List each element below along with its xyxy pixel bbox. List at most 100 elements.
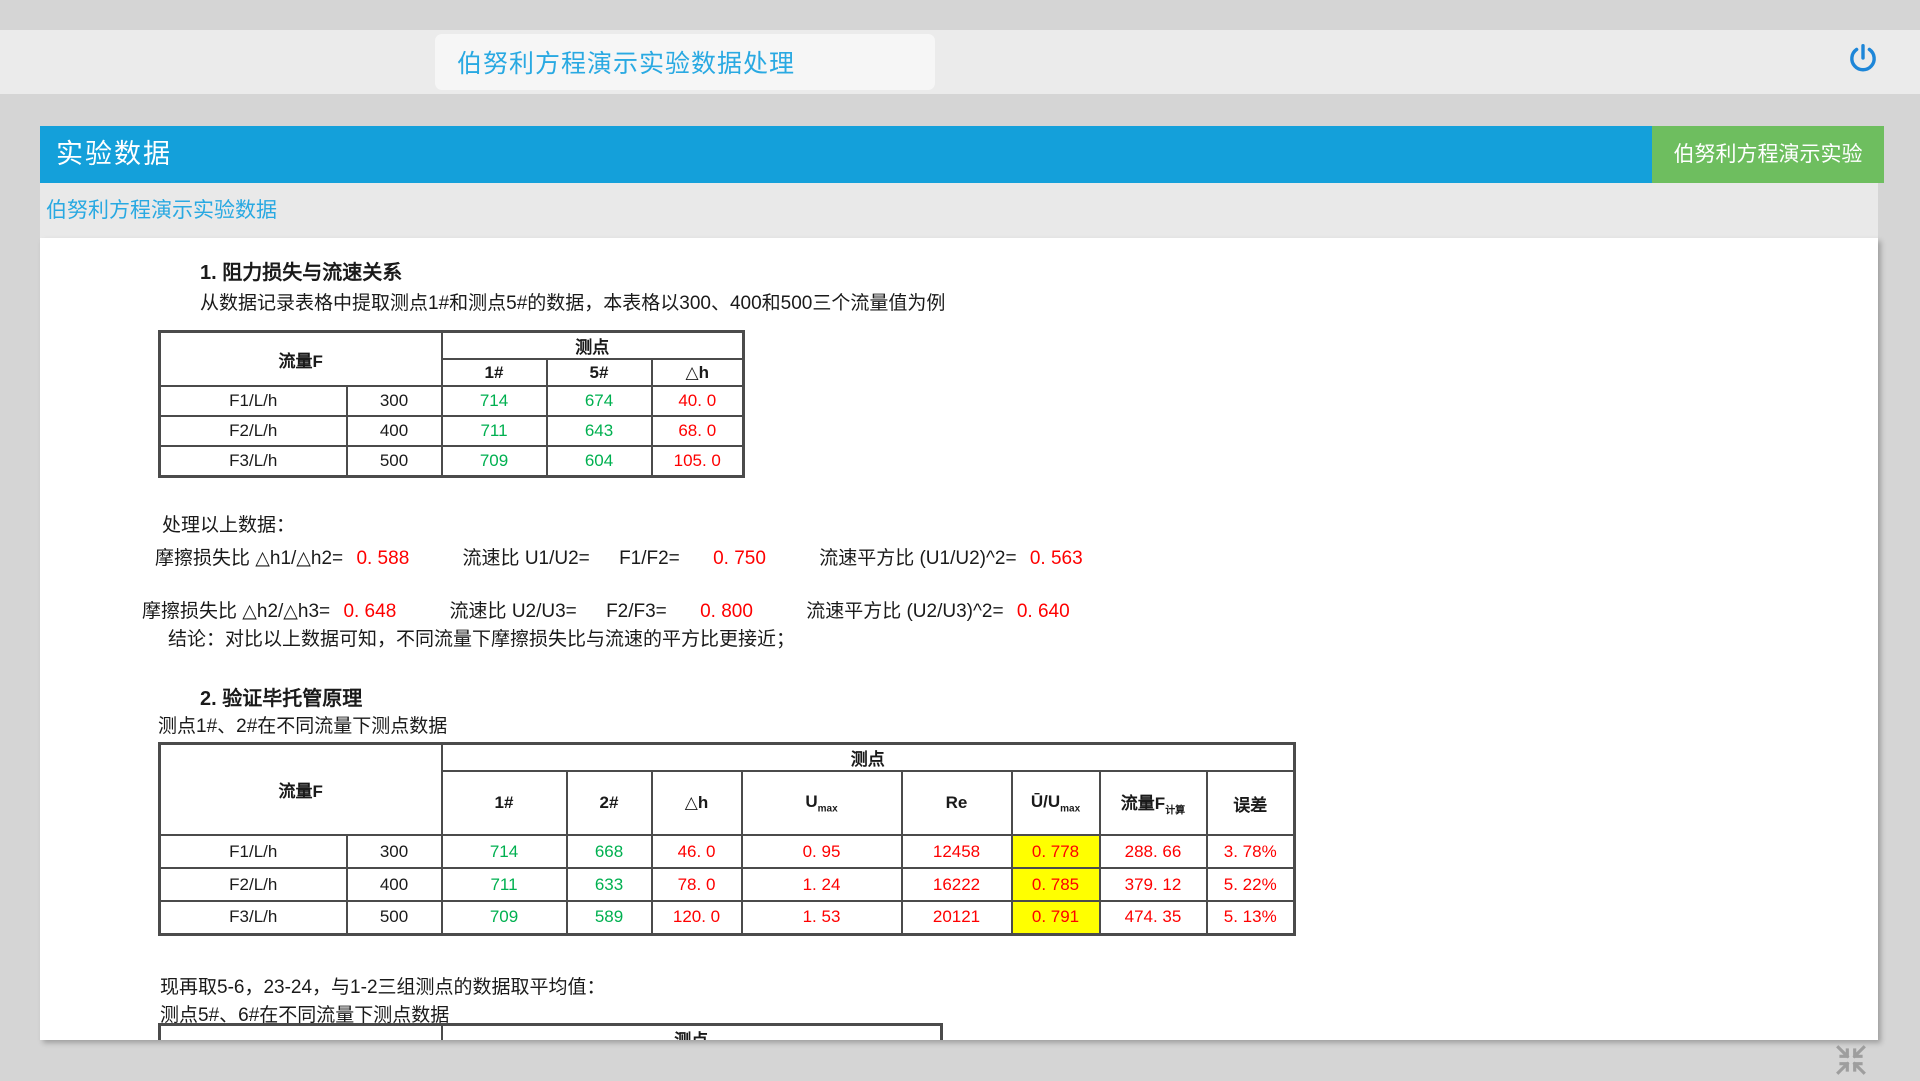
cell-re: 16222 — [900, 867, 1013, 902]
cell-flow-value: 500 — [345, 445, 443, 477]
col-points: 测点 — [440, 742, 1296, 772]
power-button[interactable] — [1846, 42, 1880, 76]
velocity-ratio-value: 0. 750 — [713, 548, 766, 569]
col-re: Re — [900, 770, 1013, 836]
col-delta-h: △h — [650, 358, 745, 387]
cell-flow-value: 400 — [345, 415, 443, 447]
velocity-ratio-value: 0. 800 — [700, 601, 753, 622]
section1-heading: 1. 阻力损失与流速关系 — [200, 262, 403, 284]
cell-error: 3. 78% — [1205, 834, 1296, 869]
col-points: 测点 — [440, 1023, 943, 1040]
cell-u-ratio: 0. 778 — [1010, 834, 1101, 869]
breadcrumb-bar: 伯努利方程演示实验数据 — [40, 183, 1878, 238]
col-flow: 流量F — [158, 742, 443, 836]
cell-flow-label: F2/L/h — [158, 867, 348, 902]
cell-p5: 674 — [545, 385, 653, 417]
cell-flow-calc: 474. 35 — [1098, 900, 1208, 935]
collapse-button[interactable] — [1832, 1042, 1870, 1078]
col-point-1: 1# — [440, 358, 548, 387]
section2-heading: 2. 验证毕托管原理 — [200, 688, 363, 710]
cell-u-ratio: 0. 791 — [1010, 900, 1101, 935]
cell-p5: 604 — [545, 445, 653, 477]
ratio-line-2: 摩擦损失比 △h2/△h3= 0. 648 流速比 U2/U3= F2/F3= … — [142, 596, 1070, 623]
velocity-ratio-label: 流速比 U2/U3= — [449, 601, 577, 622]
square-ratio-value: 0. 640 — [1016, 601, 1070, 622]
cell-flow-value: 300 — [345, 385, 443, 417]
tab-bernoulli-experiment[interactable]: 伯努利方程演示实验 — [1652, 126, 1884, 183]
cell-flow-value: 400 — [345, 867, 443, 902]
cell-p2: 668 — [565, 834, 653, 869]
flow-ratio-label: F2/F3= — [606, 601, 667, 622]
collapse-icon — [1832, 1045, 1870, 1081]
cell-umax: 1. 53 — [740, 900, 903, 935]
col-points: 测点 — [440, 330, 745, 360]
cell-p1: 714 — [440, 385, 548, 417]
cell-p1: 711 — [440, 415, 548, 447]
conclusion-text: 结论：对比以上数据可知，不同流量下摩擦损失比与流速的平方比更接近； — [168, 629, 796, 650]
cell-dh: 40. 0 — [650, 385, 745, 417]
table-friction-loss: 流量F 测点 1# 5# △h F1/L/h 300 714 674 40. 0… — [158, 330, 745, 478]
table-row: F3/L/h 500 709 604 105. 0 — [158, 445, 745, 477]
friction-ratio-value: 0. 588 — [356, 548, 410, 569]
col-delta-h: △h — [650, 770, 743, 836]
cell-dh: 68. 0 — [650, 415, 745, 447]
breadcrumb[interactable]: 伯努利方程演示实验数据 — [46, 199, 277, 222]
table-row: F1/L/h 300 714 674 40. 0 — [158, 385, 745, 417]
col-umax: Umax — [740, 770, 903, 836]
app-title-box: 伯努利方程演示实验数据处理 — [435, 34, 935, 90]
table-row: F2/L/h 400 711 633 78. 0 1. 24 16222 0. … — [158, 867, 1296, 902]
cell-flow-calc: 288. 66 — [1098, 834, 1208, 869]
cell-umax: 1. 24 — [740, 867, 903, 902]
col-point-5: 5# — [545, 358, 653, 387]
cell-flow-calc: 379. 12 — [1098, 867, 1208, 902]
cell-p2: 589 — [565, 900, 653, 935]
process-label: 处理以上数据： — [162, 515, 296, 536]
friction-ratio-value: 0. 648 — [343, 601, 397, 622]
page-title: 实验数据 — [56, 139, 172, 169]
square-ratio-label: 流速平方比 (U2/U3)^2= — [806, 601, 1004, 622]
ratio-line-1: 摩擦损失比 △h1/△h2= 0. 588 流速比 U1/U2= F1/F2= … — [155, 543, 1083, 570]
cell-p1: 709 — [440, 445, 548, 477]
cell-flow-label: F2/L/h — [158, 415, 348, 447]
note-points-56: 测点5#、6#在不同流量下测点数据 — [160, 1005, 450, 1026]
cell-flow-label: F3/L/h — [158, 445, 348, 477]
cell-dh: 105. 0 — [650, 445, 745, 477]
cell-error: 5. 22% — [1205, 867, 1296, 902]
table-row: F2/L/h 400 711 643 68. 0 — [158, 415, 745, 447]
col-u-ratio: Ū/Umax — [1010, 770, 1101, 836]
cell-error: 5. 13% — [1205, 900, 1296, 935]
col-flow-calc: 流量F计算 — [1098, 770, 1208, 836]
section-header-bar: 实验数据 伯努利方程演示实验 — [40, 126, 1884, 183]
cell-flow-label: F1/L/h — [158, 385, 348, 417]
cell-re: 20121 — [900, 900, 1013, 935]
power-icon — [1846, 44, 1880, 79]
table-row: F1/L/h 300 714 668 46. 0 0. 95 12458 0. … — [158, 834, 1296, 869]
content-panel: 1. 阻力损失与流速关系 从数据记录表格中提取测点1#和测点5#的数据，本表格以… — [40, 238, 1878, 1040]
cell-flow-label: F1/L/h — [158, 834, 348, 869]
flow-ratio-label: F1/F2= — [619, 548, 680, 569]
cell-dh: 46. 0 — [650, 834, 743, 869]
section2-description: 测点1#、2#在不同流量下测点数据 — [158, 716, 448, 737]
velocity-ratio-label: 流速比 U1/U2= — [462, 548, 590, 569]
cell-dh: 120. 0 — [650, 900, 743, 935]
square-ratio-value: 0. 563 — [1029, 548, 1083, 569]
cell-p1: 714 — [440, 834, 568, 869]
cell-p5: 643 — [545, 415, 653, 447]
cell-flow-label: F3/L/h — [158, 900, 348, 935]
cell-re: 12458 — [900, 834, 1013, 869]
top-strip — [0, 30, 1920, 94]
cell-p1: 711 — [440, 867, 568, 902]
col-flow-empty — [158, 1023, 443, 1040]
cell-umax: 0. 95 — [740, 834, 903, 869]
cell-flow-value: 500 — [345, 900, 443, 935]
app-title: 伯努利方程演示实验数据处理 — [457, 50, 796, 78]
table-row: F3/L/h 500 709 589 120. 0 1. 53 20121 0.… — [158, 900, 1296, 935]
table-points-56-partial: 测点 — [158, 1023, 943, 1040]
square-ratio-label: 流速平方比 (U1/U2)^2= — [819, 548, 1017, 569]
cell-p1: 709 — [440, 900, 568, 935]
cell-flow-value: 300 — [345, 834, 443, 869]
col-flow: 流量F — [158, 330, 443, 387]
cell-p2: 633 — [565, 867, 653, 902]
table-pitot-verification: 流量F 测点 1# 2# △h Umax Re Ū/Umax 流量F计算 误差 … — [158, 742, 1296, 936]
cell-dh: 78. 0 — [650, 867, 743, 902]
